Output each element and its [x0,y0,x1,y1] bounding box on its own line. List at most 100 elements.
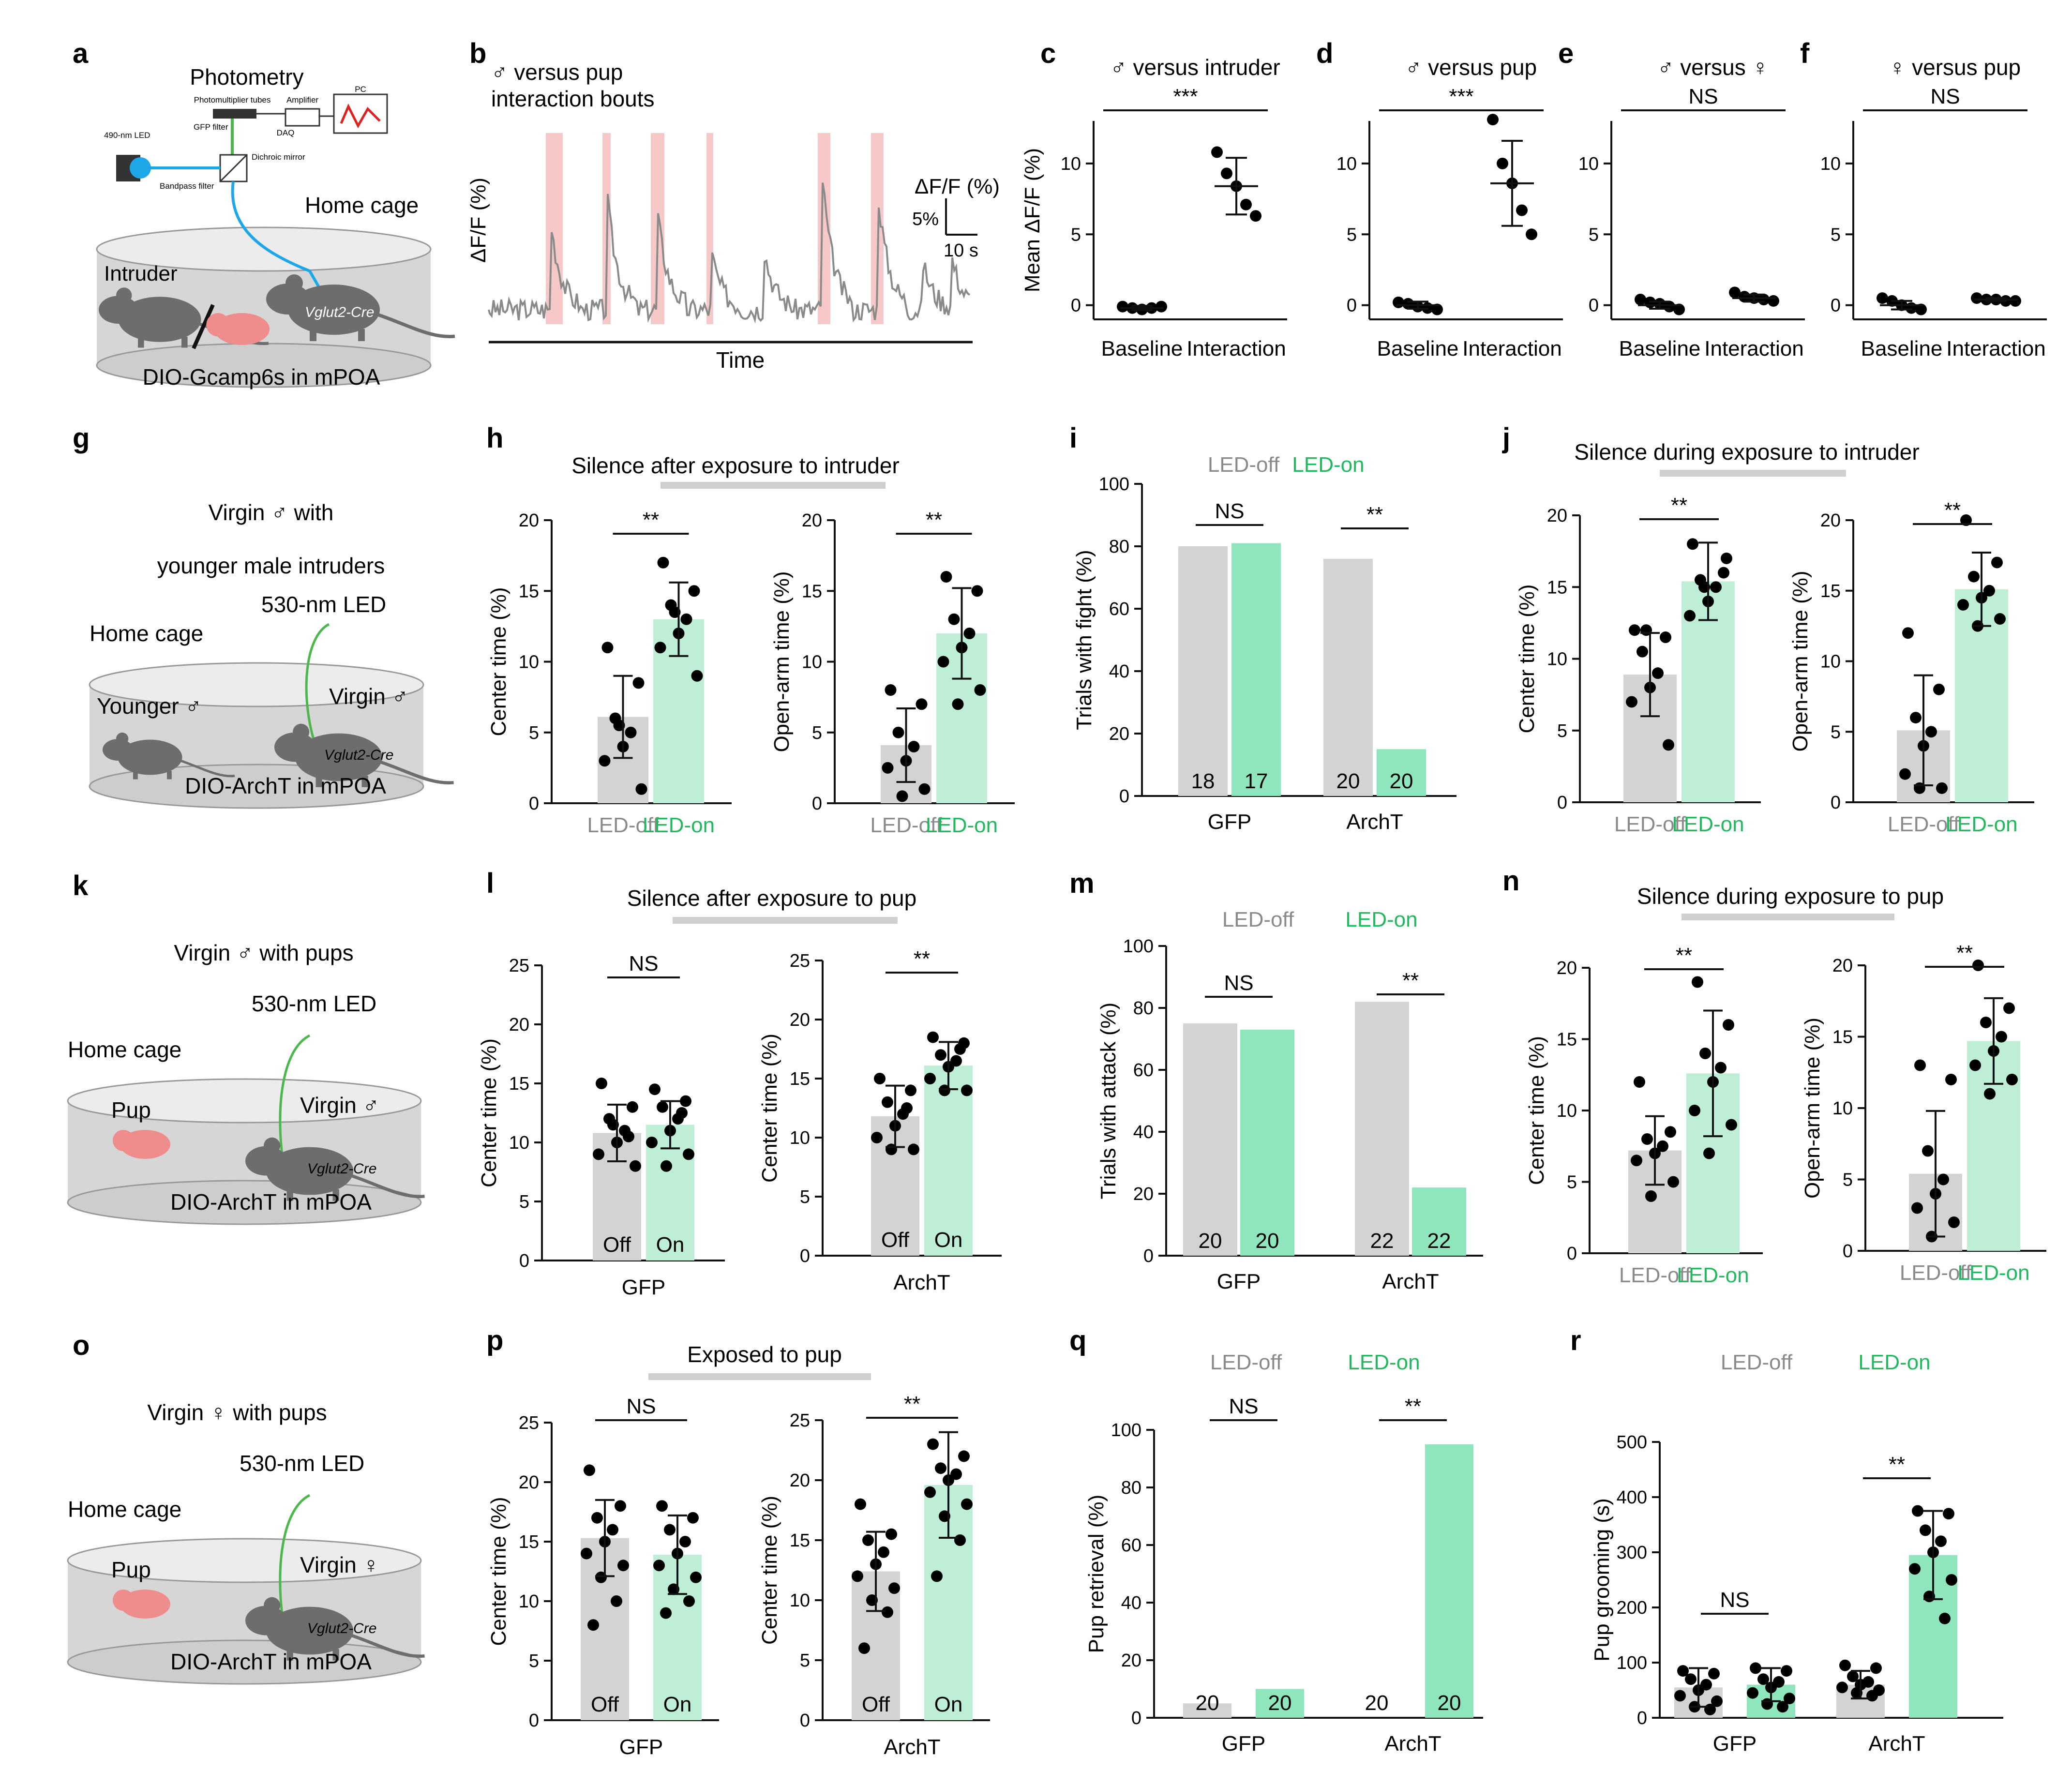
y-tick-label: 25 [790,1411,810,1431]
data-point [916,698,928,710]
significance-label: NS [1720,1588,1749,1612]
y-tick-label: 15 [790,1531,810,1551]
y-tick-label: 400 [1617,1487,1647,1508]
data-point [1708,1667,1720,1680]
chart-title: Silence during exposure to pup [1637,884,1944,909]
x-category-label: LED-on [926,813,998,837]
data-point [885,684,897,696]
x-category-label: LED-on [1677,1263,1749,1287]
y-tick-label: 10 [790,1591,810,1611]
data-point [683,1148,694,1160]
data-point [882,1606,893,1618]
cage-base-label: DIO-ArchT in mPOA [185,773,386,798]
y-axis-label: Open-arm time (%) [1801,1018,1824,1199]
significance-label: NS [1215,499,1244,523]
data-point [690,1571,702,1583]
bar-n-label: 20 [1390,769,1413,793]
y-axis-label: Pup grooming (s) [1590,1498,1614,1661]
data-point [1912,1505,1923,1517]
y-tick-label: 20 [1547,506,1567,526]
y-tick-label: 0 [1589,296,1599,316]
x-category-label: GFP [1217,1270,1261,1293]
y-tick-label: 5 [1567,1172,1577,1193]
y-tick-label: 15 [1820,581,1841,601]
data-point [1687,538,1698,550]
bar-led-off [1178,546,1228,796]
panel-label: f [1800,38,1810,69]
data-point [630,1160,641,1172]
data-point [1631,1155,1642,1167]
x-category-label: On [656,1233,685,1257]
x-category-label: Interaction [1946,337,2045,360]
data-point [1866,1690,1878,1702]
panel-label: k [73,870,89,901]
home-cage-g [89,662,424,809]
data-point [886,1528,897,1540]
significance-label: NS [1224,971,1253,995]
y-axis-label: Center time (%) [487,1497,510,1646]
data-point [1980,1017,1992,1028]
significance-label: *** [1173,85,1198,108]
data-point [1939,1612,1951,1624]
y-tick-label: 20 [1109,724,1129,744]
data-point [1729,286,1741,299]
x-axis-label: Time [716,347,765,373]
data-point [952,698,964,710]
data-point [584,1464,595,1476]
bar-n-label: 20 [1196,1691,1219,1715]
panel-label: m [1069,868,1095,899]
data-point [901,1102,913,1114]
data-point [660,1607,672,1619]
y-tick-label: 10 [1547,649,1567,670]
x-category-label: Off [591,1693,619,1716]
bar-n-label: 20 [1336,769,1360,793]
y-tick-label: 15 [1832,1027,1853,1048]
data-point [1877,292,1888,304]
x-category-label: Baseline [1619,337,1701,360]
data-point [2006,1074,2018,1085]
panel-label: c [1040,38,1056,69]
data-point [1657,1140,1668,1152]
data-point [1972,960,1984,971]
panel-label: r [1570,1325,1581,1356]
cage-label: Home cage [305,193,419,218]
x-group-label: ArchT [893,1271,950,1294]
scalebar-y-label: 5% [912,209,939,229]
data-point [1925,726,1937,738]
data-point [1710,581,1722,593]
y-axis-label: Center time (%) [1525,1036,1548,1185]
y-tick-label: 100 [1099,474,1129,495]
significance-label: NS [626,1395,656,1418]
data-point [1684,610,1696,622]
part-label: Photomultiplier tubes [194,95,271,105]
x-category-label: LED-on [1672,812,1744,836]
y-tick-label: 100 [1617,1653,1647,1673]
y-axis-label: Open-arm time (%) [770,571,794,752]
y-tick-label: 25 [790,951,810,971]
chart-title: ♀ versus pup [1889,55,2021,80]
data-point [935,1049,946,1061]
data-point [918,783,931,795]
significance-label: ** [1671,494,1687,517]
y-tick-label: 20 [1557,958,1577,978]
data-point [948,613,960,625]
bar-led-on [1240,1029,1294,1256]
data-point [1750,1662,1761,1674]
data-point [1847,1670,1859,1682]
y-tick-label: 0 [1567,1244,1577,1264]
y-tick-label: 0 [519,1251,529,1271]
y-tick-label: 5 [1831,722,1841,742]
x-category-label: LED-off [1619,1263,1691,1287]
y-tick-label: 500 [1617,1432,1647,1453]
bar-n-label: 17 [1245,769,1268,793]
data-point [1914,1059,1926,1071]
data-point [623,1130,634,1142]
diagram-title-line1: Virgin ♂ with [209,500,334,525]
data-point [1634,1076,1645,1088]
chart-title: ♂ versus intruder [1110,55,1280,80]
part-label: PC [355,85,366,94]
significance-label: NS [629,952,658,976]
y-tick-label: 20 [790,1010,810,1030]
amplifier-icon [285,108,320,127]
